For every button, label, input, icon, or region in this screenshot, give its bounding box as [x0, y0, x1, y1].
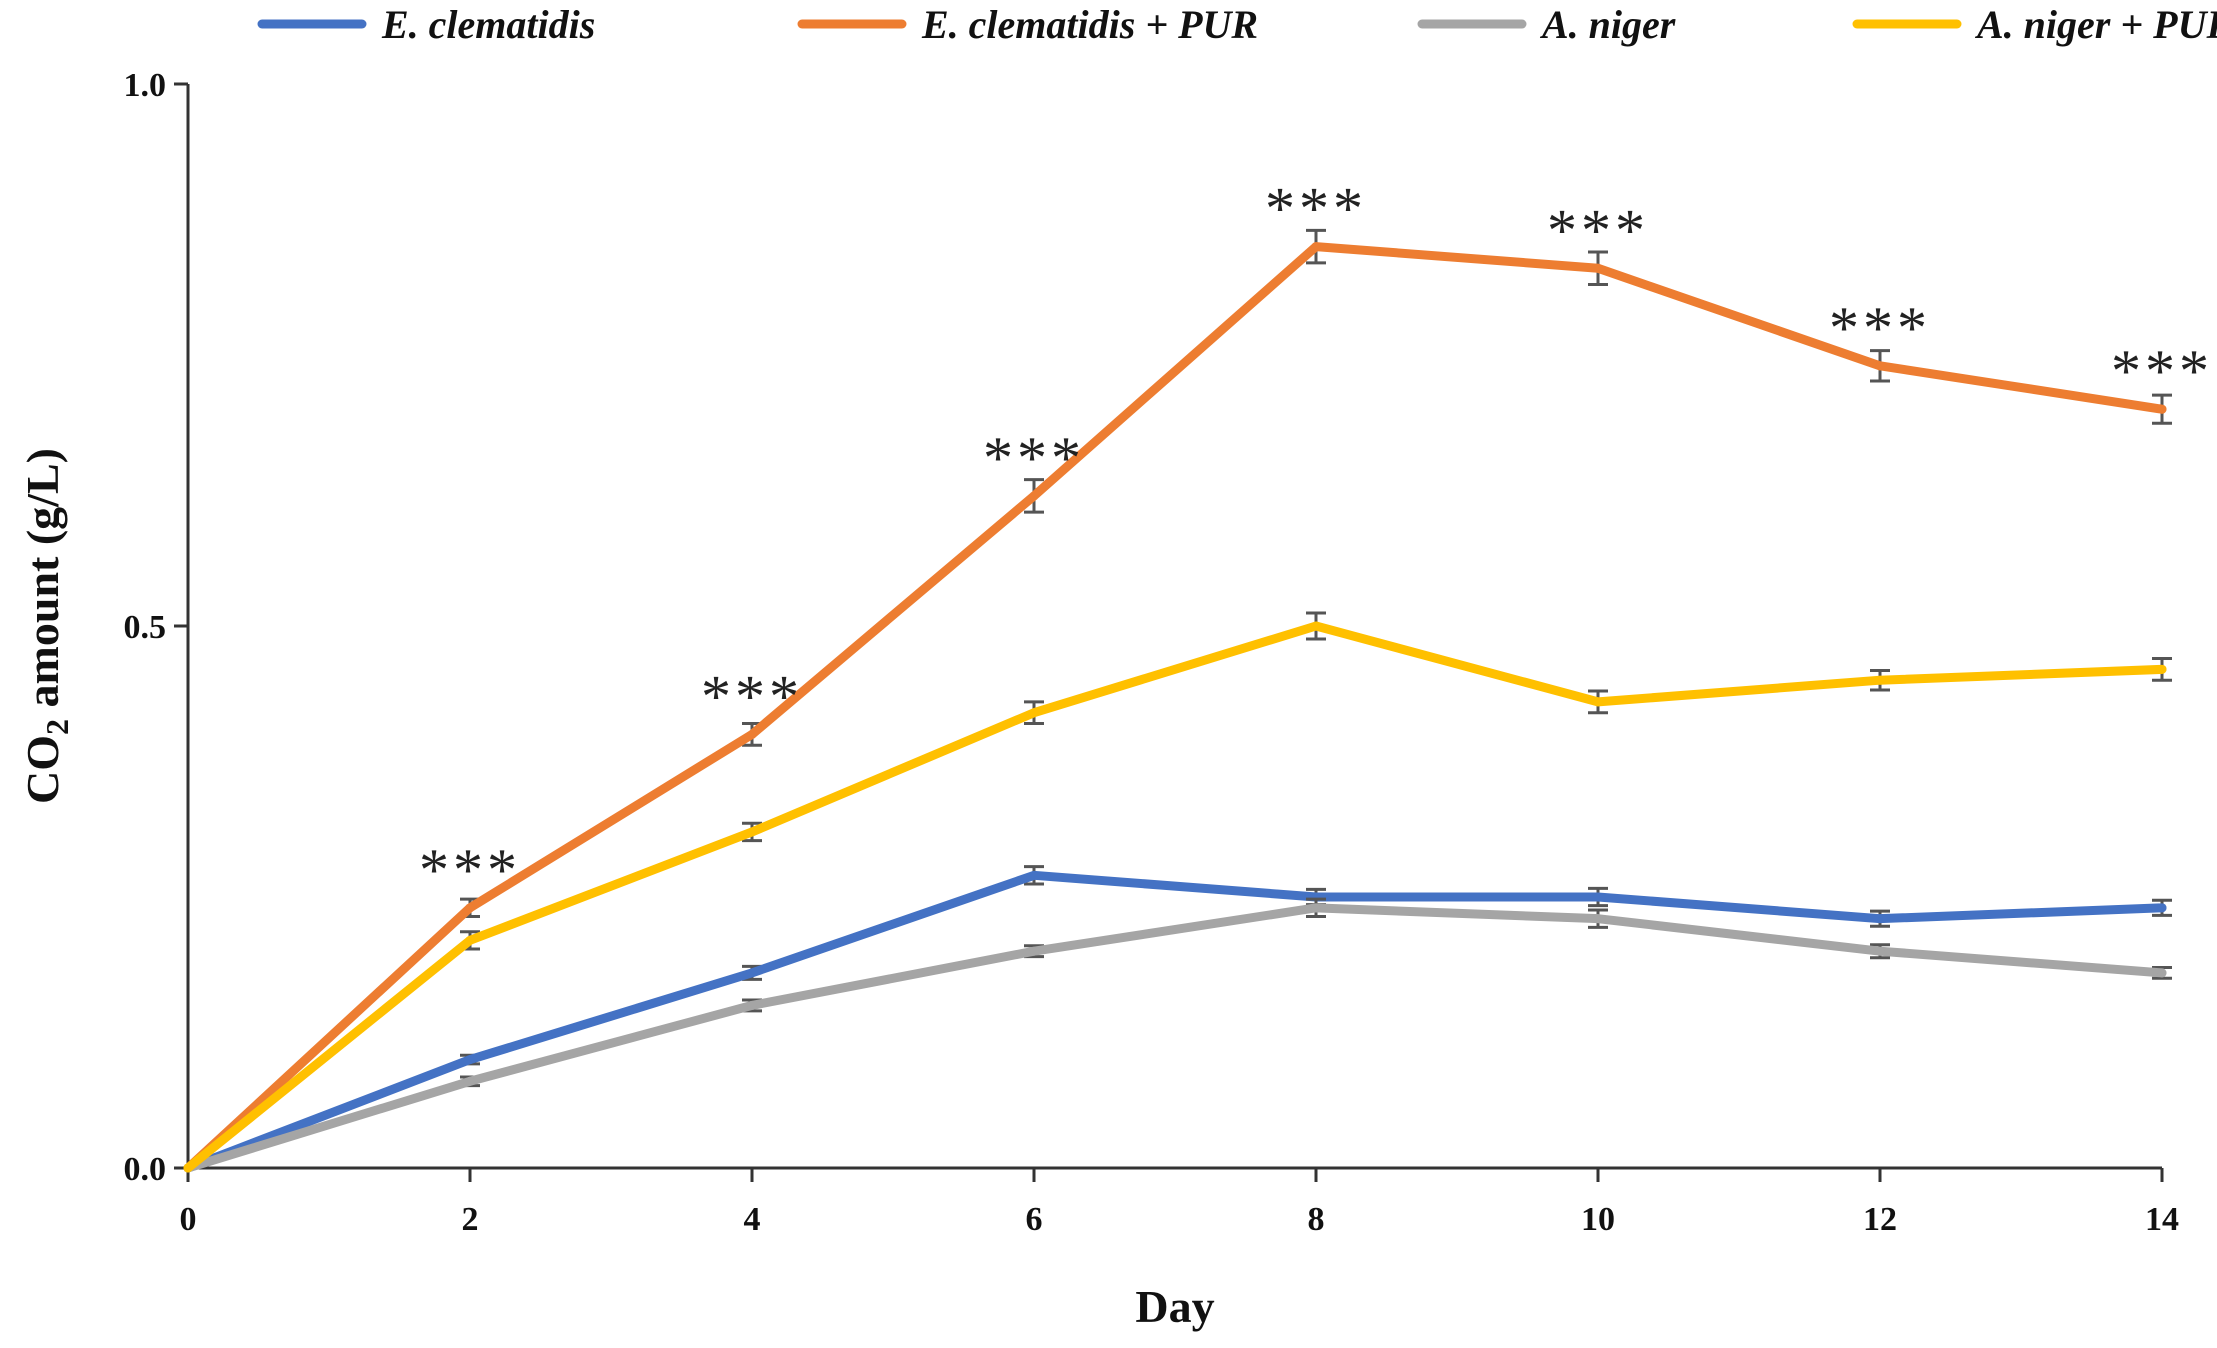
legend: E. clematidis E. clematidis + PUR A. niger… [257, 2, 2217, 47]
x-tick-label: 12 [1863, 1201, 1897, 1238]
data-point [1311, 903, 1321, 913]
y-axis-title: CO2 amount (g/L) [17, 448, 75, 804]
data-point [747, 968, 757, 978]
data-point [1875, 361, 1885, 371]
y-tick-label: 0.0 [124, 1151, 167, 1188]
data-point [1029, 491, 1039, 501]
data-point [465, 935, 475, 945]
x-tick-label: 6 [1026, 1201, 1043, 1238]
x-tick-label: 0 [180, 1201, 197, 1238]
legend-item-a-niger: A. niger [1417, 2, 1676, 47]
legend-label: E. clematidis + PUR [921, 2, 1258, 47]
legend-item-e-clematidis: E. clematidis [257, 2, 595, 47]
significance-marker: *** [983, 425, 1085, 491]
series-e-clematidis-pur [183, 228, 2172, 1173]
data-point [183, 1163, 193, 1173]
data-point [1593, 914, 1603, 924]
y-axis: 0.0 0.5 1.0 [124, 67, 190, 1188]
series-line-a-niger-pur [183, 621, 2167, 1173]
x-tick-label: 8 [1308, 1201, 1325, 1238]
data-point [1593, 263, 1603, 273]
series-line-e-clematidis-pur [183, 242, 2167, 1173]
data-point [2157, 404, 2167, 414]
y-tick-label: 0.5 [124, 609, 167, 646]
legend-label: A. niger + PUR [1974, 2, 2217, 47]
data-point [1593, 892, 1603, 902]
data-point [1029, 946, 1039, 956]
significance-marker: *** [701, 663, 803, 729]
y-tick-label: 1.0 [124, 67, 167, 104]
annotation-layer: *** *** *** *** *** *** *** [419, 176, 2213, 903]
series-layer [183, 228, 2172, 1173]
y-axis-title-subscript: 2 [39, 719, 75, 735]
y-axis-title-base: CO [17, 735, 68, 804]
data-point [2157, 968, 2167, 978]
series-a-niger-pur [183, 611, 2172, 1173]
x-tick-label: 10 [1581, 1201, 1615, 1238]
data-point [1029, 870, 1039, 880]
data-point [1311, 621, 1321, 631]
data-point [465, 1076, 475, 1086]
x-tick-label: 4 [744, 1201, 761, 1238]
significance-marker: *** [1547, 197, 1649, 263]
significance-marker: *** [1829, 295, 1931, 361]
significance-marker: *** [1265, 176, 1367, 242]
x-tick-label: 14 [2145, 1201, 2179, 1238]
data-point [465, 903, 475, 913]
series-line-a-niger [183, 903, 2167, 1173]
legend-item-e-clematidis-pur: E. clematidis + PUR [797, 2, 1258, 47]
data-point [747, 729, 757, 739]
data-point [1593, 697, 1603, 707]
x-axis: 0 2 4 6 8 10 12 14 [180, 1166, 2179, 1238]
legend-label: E. clematidis [381, 2, 595, 47]
data-point [747, 1000, 757, 1010]
data-point [747, 827, 757, 837]
data-point [1875, 946, 1885, 956]
data-point [1311, 242, 1321, 252]
series-line-e-clematidis [183, 870, 2167, 1173]
x-tick-label: 2 [462, 1201, 479, 1238]
data-point [465, 1055, 475, 1065]
significance-marker: *** [2111, 338, 2213, 404]
data-point [2157, 903, 2167, 913]
x-axis-title: Day [1135, 1281, 1214, 1332]
y-axis-title-rest: amount (g/L) [17, 448, 68, 719]
data-point [2157, 664, 2167, 674]
data-point [1875, 914, 1885, 924]
data-point [1875, 675, 1885, 685]
legend-item-a-niger-pur: A. niger + PUR [1852, 2, 2217, 47]
series-e-clematidis [183, 865, 2172, 1173]
significance-marker: *** [419, 837, 521, 903]
legend-label: A. niger [1539, 2, 1676, 47]
data-point [1029, 708, 1039, 718]
